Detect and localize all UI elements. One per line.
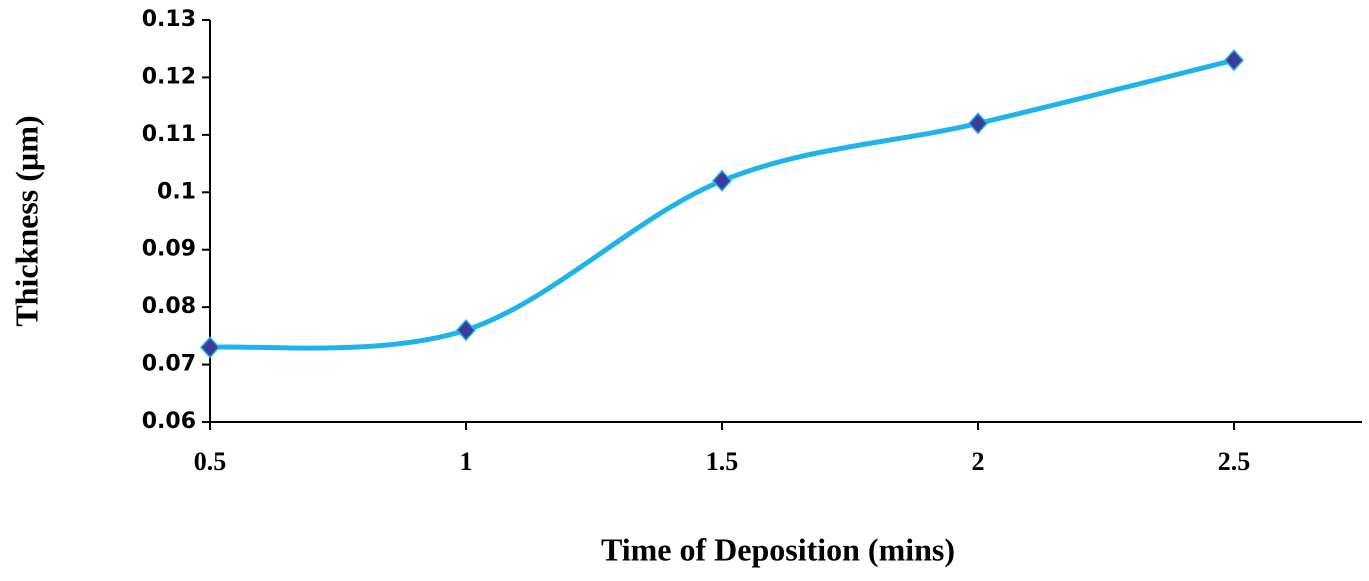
marker xyxy=(711,169,733,192)
x-tick-label: 2.5 xyxy=(1218,447,1251,476)
y-tick-label: 0.12 xyxy=(142,64,196,89)
y-tick-label: 0.09 xyxy=(142,237,196,262)
marker xyxy=(967,112,989,135)
marker xyxy=(455,318,477,342)
x-tick-label: 1.5 xyxy=(706,447,739,476)
x-tick-label: 1 xyxy=(460,447,473,476)
y-tick-label: 0.08 xyxy=(142,294,196,319)
x-tick-label: 2 xyxy=(972,447,985,476)
y-tick-label: 0.11 xyxy=(142,122,196,147)
x-axis-title: Time of Deposition (mins) xyxy=(601,531,955,567)
y-tick-label: 0.06 xyxy=(142,409,196,434)
y-tick-label: 0.1 xyxy=(157,179,196,204)
line xyxy=(209,57,1235,351)
y-tick-label: 0.13 xyxy=(142,7,196,32)
x-tick-label: 0.5 xyxy=(194,447,227,476)
y-axis-title: Thickness (µm) xyxy=(8,115,44,326)
marker xyxy=(199,336,221,359)
y-tick-label: 0.07 xyxy=(142,352,196,377)
marker xyxy=(1223,49,1245,72)
